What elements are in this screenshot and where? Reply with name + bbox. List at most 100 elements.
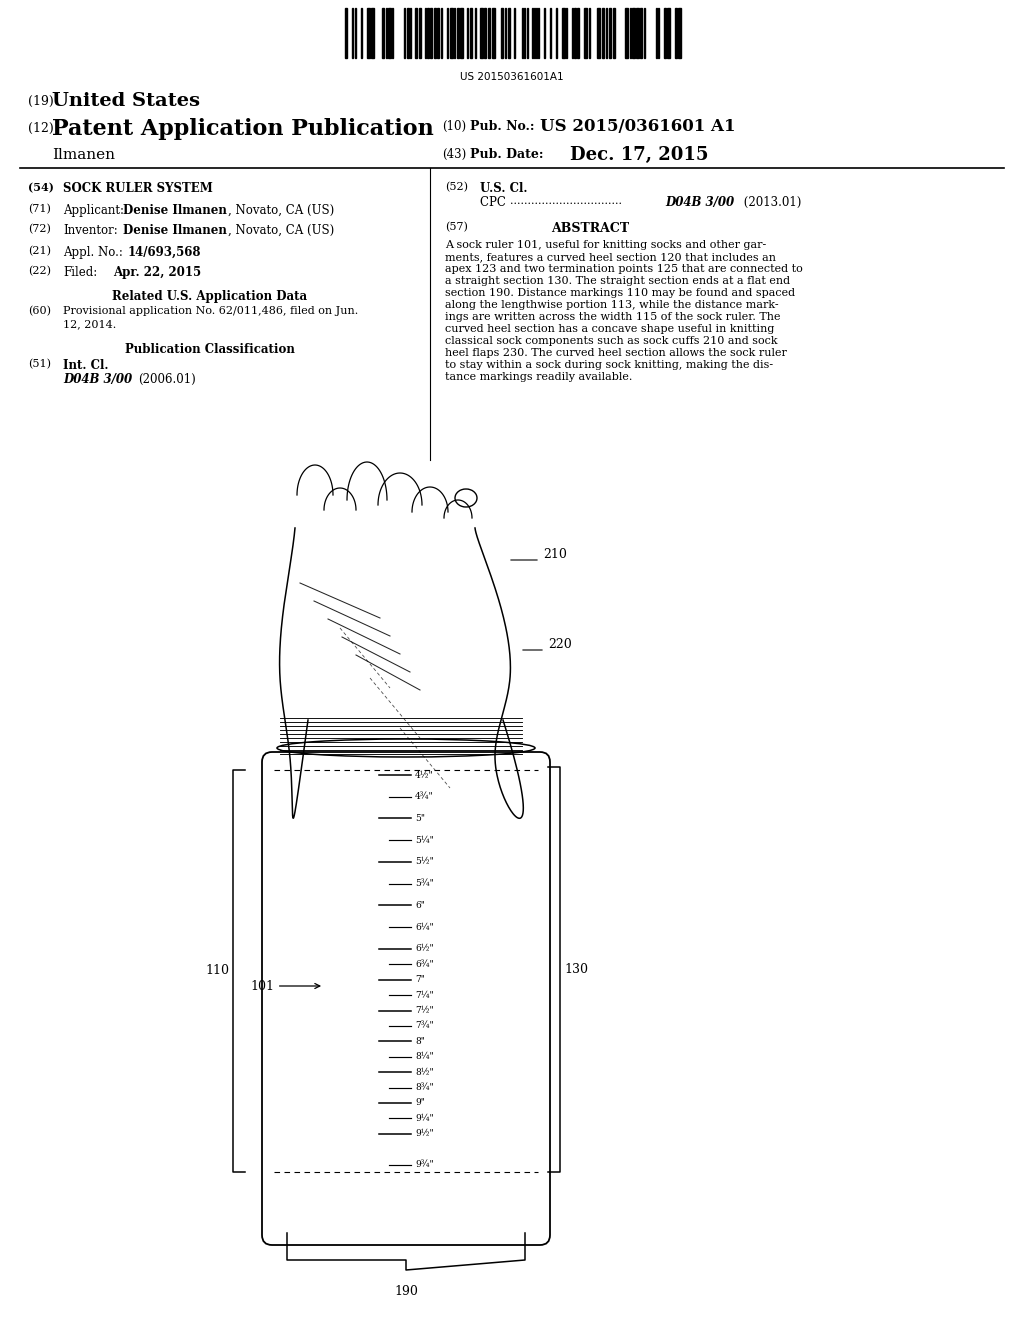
Text: 5½": 5½"	[415, 858, 434, 866]
Text: ings are written across the width 115 of the sock ruler. The: ings are written across the width 115 of…	[445, 312, 780, 322]
Text: 9": 9"	[415, 1098, 425, 1107]
Text: (57): (57)	[445, 222, 468, 232]
Text: 101: 101	[250, 979, 319, 993]
Text: Related U.S. Application Data: Related U.S. Application Data	[113, 290, 307, 304]
Text: 7¼": 7¼"	[415, 990, 433, 999]
Bar	[501, 8, 503, 58]
Bar	[388, 8, 391, 58]
Text: along the lengthwise portion 113, while the distance mark-: along the lengthwise portion 113, while …	[445, 300, 778, 310]
Text: Applicant:: Applicant:	[63, 205, 124, 216]
Text: Apr. 22, 2015: Apr. 22, 2015	[113, 267, 201, 279]
Text: 5¼": 5¼"	[415, 836, 434, 845]
Text: Filed:: Filed:	[63, 267, 97, 279]
Text: 110: 110	[205, 965, 229, 978]
Text: (2013.01): (2013.01)	[740, 195, 802, 209]
Bar	[415, 8, 417, 58]
Text: Pub. Date:: Pub. Date:	[470, 148, 544, 161]
Bar	[419, 8, 421, 58]
Text: apex 123 and two termination points 125 that are connected to: apex 123 and two termination points 125 …	[445, 264, 803, 275]
Text: A sock ruler 101, useful for knitting socks and other gar-: A sock ruler 101, useful for knitting so…	[445, 240, 766, 249]
Text: (71): (71)	[28, 205, 51, 214]
Bar	[382, 8, 384, 58]
Text: Inventor:: Inventor:	[63, 224, 118, 238]
Bar	[574, 8, 575, 58]
Text: US 2015/0361601 A1: US 2015/0361601 A1	[540, 117, 735, 135]
Text: 8½": 8½"	[415, 1068, 433, 1077]
Text: U.S. Cl.: U.S. Cl.	[480, 182, 527, 195]
Text: (54): (54)	[28, 182, 54, 193]
Text: 210: 210	[543, 549, 567, 561]
Bar	[407, 8, 409, 58]
Bar	[675, 8, 677, 58]
Text: United States: United States	[52, 92, 200, 110]
Text: 5": 5"	[415, 814, 425, 822]
Bar	[562, 8, 565, 58]
Text: 6½": 6½"	[415, 944, 433, 953]
Text: , Novato, CA (US): , Novato, CA (US)	[228, 205, 334, 216]
Text: (60): (60)	[28, 306, 51, 317]
Text: (72): (72)	[28, 224, 51, 235]
Bar	[636, 8, 639, 58]
Text: US 20150361601A1: US 20150361601A1	[460, 73, 564, 82]
Text: 8": 8"	[415, 1038, 425, 1045]
Text: (52): (52)	[445, 182, 468, 193]
Bar	[345, 8, 347, 58]
Bar	[508, 8, 510, 58]
Text: 130: 130	[564, 964, 588, 975]
Text: SOCK RULER SYSTEM: SOCK RULER SYSTEM	[63, 182, 213, 195]
Text: 4½": 4½"	[415, 771, 433, 780]
Text: Denise Ilmanen: Denise Ilmanen	[123, 224, 227, 238]
Text: 6": 6"	[415, 902, 425, 909]
Bar	[434, 8, 436, 58]
Bar	[371, 8, 374, 58]
Text: 9¼": 9¼"	[415, 1114, 433, 1123]
Text: (43): (43)	[442, 148, 466, 161]
Text: (2006.01): (2006.01)	[138, 374, 196, 385]
Bar	[457, 8, 459, 58]
Text: section 190. Distance markings 110 may be found and spaced: section 190. Distance markings 110 may b…	[445, 288, 795, 298]
Text: 220: 220	[548, 639, 571, 652]
Bar	[480, 8, 483, 58]
Bar	[625, 8, 628, 58]
Bar	[427, 8, 429, 58]
Text: Patent Application Publication: Patent Application Publication	[52, 117, 434, 140]
Text: classical sock components such as sock cuffs 210 and sock: classical sock components such as sock c…	[445, 337, 777, 346]
Text: D04B 3/00: D04B 3/00	[63, 374, 132, 385]
Text: 9½": 9½"	[415, 1130, 433, 1138]
Text: , Novato, CA (US): , Novato, CA (US)	[228, 224, 334, 238]
Bar	[488, 8, 490, 58]
Bar	[430, 8, 432, 58]
Text: Appl. No.:: Appl. No.:	[63, 246, 123, 259]
Text: Pub. No.:: Pub. No.:	[470, 120, 535, 133]
Bar	[664, 8, 666, 58]
Bar	[470, 8, 472, 58]
Text: 190: 190	[394, 1284, 418, 1298]
Text: (10): (10)	[442, 120, 466, 133]
Text: 9¾": 9¾"	[415, 1160, 433, 1170]
Bar	[640, 8, 642, 58]
Text: Publication Classification: Publication Classification	[125, 343, 295, 356]
Bar	[492, 8, 495, 58]
FancyBboxPatch shape	[262, 752, 550, 1245]
Bar	[613, 8, 615, 58]
Text: Int. Cl.: Int. Cl.	[63, 359, 109, 372]
Text: 6¾": 6¾"	[415, 960, 433, 969]
Text: (51): (51)	[28, 359, 51, 370]
Bar	[667, 8, 670, 58]
Text: 12, 2014.: 12, 2014.	[63, 319, 117, 329]
Text: 7": 7"	[415, 975, 425, 985]
Bar	[484, 8, 486, 58]
Text: Provisional application No. 62/011,486, filed on Jun.: Provisional application No. 62/011,486, …	[63, 306, 358, 315]
Text: Ilmanen: Ilmanen	[52, 148, 115, 162]
Text: CPC: CPC	[480, 195, 510, 209]
Text: ments, features a curved heel section 120 that includes an: ments, features a curved heel section 12…	[445, 252, 776, 261]
Text: curved heel section has a concave shape useful in knitting: curved heel section has a concave shape …	[445, 323, 774, 334]
Text: tance markings readily available.: tance markings readily available.	[445, 372, 633, 381]
Bar	[584, 8, 587, 58]
Text: 4¾": 4¾"	[415, 792, 433, 801]
Text: heel flaps 230. The curved heel section allows the sock ruler: heel flaps 230. The curved heel section …	[445, 348, 786, 358]
Bar	[437, 8, 439, 58]
Bar	[602, 8, 604, 58]
Text: ................................: ................................	[510, 195, 622, 206]
Text: (12): (12)	[28, 121, 53, 135]
